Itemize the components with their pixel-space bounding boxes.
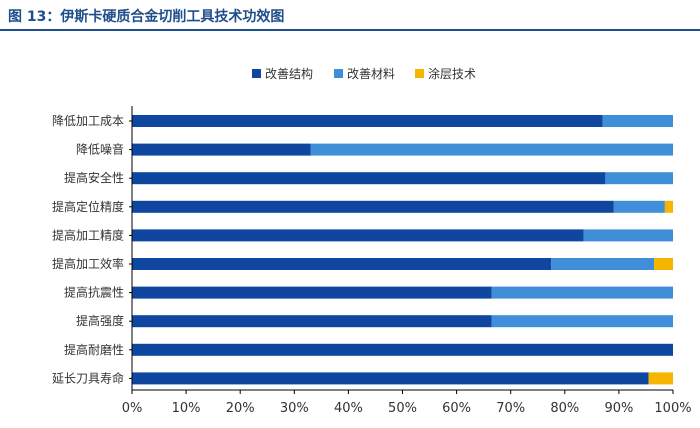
bar-segment-5-2 [654,258,673,270]
legend-item-2: 涂层技术 [415,64,476,82]
bar-segment-5-1 [551,258,655,270]
bar-segment-2-1 [605,172,673,185]
category-label-2: 提高安全性 [64,170,124,185]
x-tick-label-10: 100% [654,401,691,416]
figure-title: 图 13：伊斯卡硬质合金切削工具技术功效图 [8,9,285,25]
x-tick-label-1: 10% [172,401,201,416]
category-label-6: 提高抗震性 [64,285,124,300]
x-tick-label-0: 0% [122,401,143,416]
x-tick-label-6: 60% [442,401,471,416]
title-underline [0,29,700,31]
bar-segment-4-1 [583,229,673,242]
legend-swatch-2 [415,68,424,78]
bar-segment-9-0 [132,372,649,385]
bar-segment-9-2 [648,372,673,385]
bar-segment-6-1 [491,286,673,299]
category-label-4: 提高加工精度 [52,227,124,242]
bar-segment-3-1 [613,200,665,213]
legend-label-0: 改善结构 [265,66,314,81]
x-tick-label-4: 40% [334,401,363,416]
bar-segment-1-1 [310,143,673,156]
bar-segment-2-0 [132,172,606,185]
category-label-7: 提高强度 [76,313,124,328]
x-tick-label-7: 70% [496,401,525,416]
bar-segment-7-1 [491,315,673,328]
bar-segment-3-0 [132,200,614,213]
bar-segment-0-0 [132,115,603,127]
legend: 改善结构 改善材料 涂层技术 [0,64,700,82]
bar-segment-3-2 [664,200,673,213]
bar-segment-1-0 [132,143,311,156]
bar-segment-8-0 [132,343,673,356]
legend-swatch-0 [252,68,261,78]
bar-segment-5-0 [132,258,552,270]
legend-item-0: 改善结构 [252,64,313,82]
legend-label-1: 改善材料 [347,66,396,81]
bar-segment-4-0 [132,229,584,242]
x-tick-label-5: 50% [388,401,417,416]
legend-label-2: 涂层技术 [428,66,477,81]
category-label-0: 降低加工成本 [52,114,124,128]
category-label-8: 提高耐磨性 [64,342,124,357]
legend-item-1: 改善材料 [334,64,395,82]
bar-segment-7-0 [132,315,492,328]
category-label-1: 降低噪音 [76,142,124,157]
x-tick-label-2: 20% [226,401,255,416]
category-label-3: 提高定位精度 [52,199,124,214]
x-tick-label-3: 30% [280,401,309,416]
bar-segment-6-0 [132,286,492,299]
x-tick-label-9: 90% [604,401,633,416]
figure-header: 图 13：伊斯卡硬质合金切削工具技术功效图 [0,0,700,32]
legend-swatch-1 [334,68,343,78]
category-label-5: 提高加工效率 [52,256,124,271]
bar-segment-0-1 [602,115,673,127]
x-tick-label-8: 80% [550,401,579,416]
category-label-9: 延长刀具寿命 [52,370,124,385]
